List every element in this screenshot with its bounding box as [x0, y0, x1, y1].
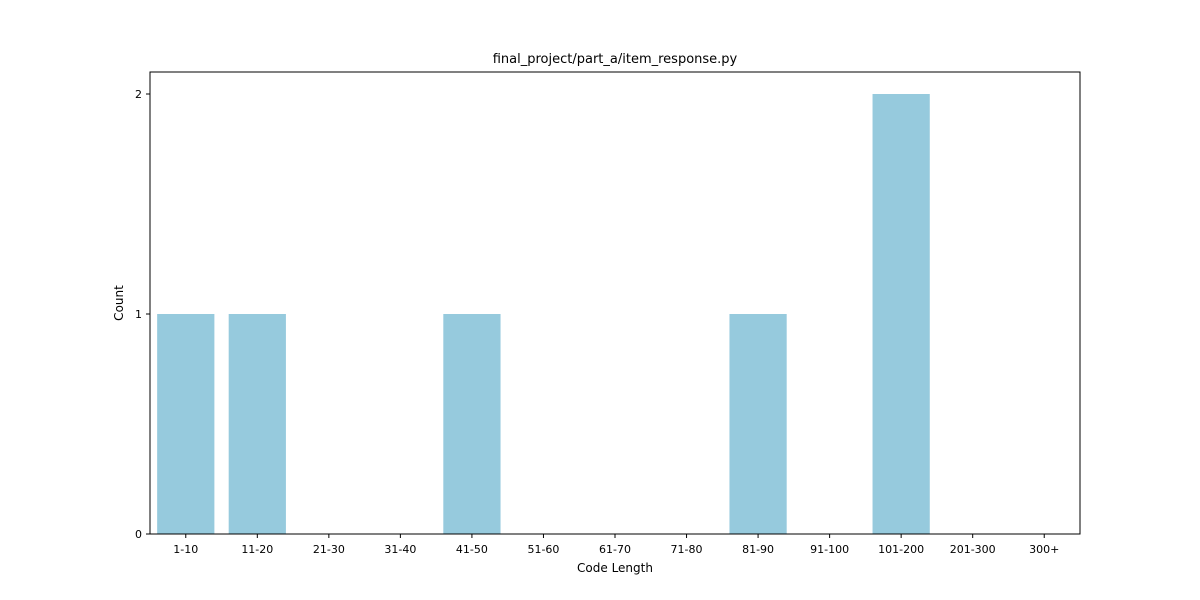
x-tick-label: 300+ — [1029, 543, 1059, 556]
x-tick-label: 51-60 — [527, 543, 559, 556]
x-tick-label: 201-300 — [950, 543, 996, 556]
x-tick-label: 71-80 — [671, 543, 703, 556]
x-tick-label: 21-30 — [313, 543, 345, 556]
y-axis-label: Count — [112, 285, 126, 321]
y-tick-label: 1 — [135, 308, 142, 321]
x-axis-label: Code Length — [577, 561, 653, 575]
bar-1-10 — [157, 314, 215, 534]
bar-41-50 — [443, 314, 501, 534]
bars-layer — [157, 94, 930, 534]
y-ticks: 0 1 2 — [135, 88, 150, 541]
x-tick-label: 101-200 — [878, 543, 924, 556]
x-ticks: 1-10 11-20 21-30 31-40 41-50 51-60 61-70 71-80 8… — [173, 534, 1059, 556]
x-tick-label: 31-40 — [384, 543, 416, 556]
plot-frame — [149, 71, 1081, 535]
x-tick-label: 41-50 — [456, 543, 488, 556]
x-tick-label: 1-10 — [173, 543, 198, 556]
y-tick-label: 2 — [135, 88, 142, 101]
bar-11-20 — [228, 314, 286, 534]
bar-101-200 — [872, 94, 930, 534]
x-tick-label: 11-20 — [241, 543, 273, 556]
x-tick-label: 91-100 — [810, 543, 849, 556]
chart-title: final_project/part_a/item_response.py — [493, 52, 738, 67]
y-tick-label: 0 — [135, 528, 142, 541]
x-tick-label: 81-90 — [742, 543, 774, 556]
x-tick-label: 61-70 — [599, 543, 631, 556]
bar-81-90 — [729, 314, 787, 534]
